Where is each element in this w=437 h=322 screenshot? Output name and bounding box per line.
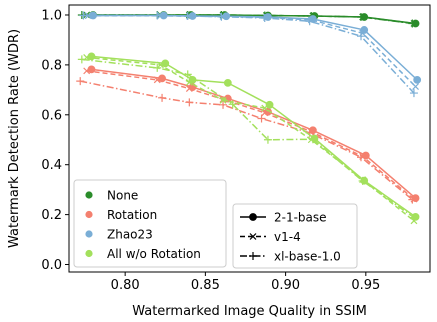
series-zhao23-xl-base-1-0 <box>79 11 418 98</box>
y-axis-label: Watermark Detection Rate (WDR) <box>7 29 22 248</box>
legend-marker <box>85 249 93 258</box>
legend-methods: None Rotation Zhao23 All w/o Rotation <box>73 179 227 268</box>
data-point <box>357 32 366 41</box>
legend-marker <box>85 191 93 199</box>
data-point <box>153 63 162 72</box>
data-point <box>357 12 366 21</box>
data-point <box>183 70 192 79</box>
legend-marker <box>85 210 93 219</box>
series-none-2-1-base <box>89 11 420 28</box>
data-point <box>158 93 167 102</box>
data-point <box>260 13 269 22</box>
series-line <box>93 14 418 81</box>
y-tick-label: 0.6 <box>41 108 62 123</box>
data-point <box>219 100 228 109</box>
legend-marker <box>249 252 257 260</box>
axes: 0.80 0.85 0.90 0.95 0.0 0.2 0.4 0.6 0.8 1.0 <box>41 8 380 293</box>
legend-label: v1-4 <box>274 230 301 244</box>
series-line <box>86 56 415 222</box>
data-point <box>183 11 192 20</box>
series-line <box>88 14 417 88</box>
data-point <box>219 96 227 104</box>
data-point <box>358 176 367 185</box>
legend-label: All w/o Rotation <box>107 247 201 261</box>
data-point <box>413 75 422 84</box>
data-point <box>409 89 418 98</box>
data-point <box>257 114 266 123</box>
data-point <box>408 19 417 28</box>
x-tick-label: 0.80 <box>111 278 140 293</box>
y-tick-label: 0.8 <box>41 58 62 73</box>
legend-label: Zhao23 <box>107 228 153 242</box>
series-line <box>86 70 415 200</box>
series-line <box>83 14 415 94</box>
data-point <box>408 195 417 204</box>
legend-marker <box>249 213 257 221</box>
plot-area <box>76 10 422 225</box>
data-point <box>409 213 418 222</box>
data-point <box>360 26 369 34</box>
data-point <box>357 153 366 162</box>
legend-marker <box>249 233 257 240</box>
data-point <box>153 76 161 84</box>
data-point <box>87 52 96 61</box>
data-point <box>79 11 88 20</box>
data-point <box>185 85 193 93</box>
data-point <box>223 78 232 87</box>
data-point <box>157 61 164 69</box>
data-point <box>305 17 314 26</box>
y-tick-label: 0.4 <box>41 158 62 173</box>
legend-styles: 2-1-base v1-4 xl-base-1.0 <box>232 203 358 269</box>
y-tick-label: 0.0 <box>41 258 62 273</box>
series-all-w-o-rotation-xl-base-1-0 <box>77 55 418 222</box>
legend-label: Rotation <box>107 208 157 222</box>
data-point <box>261 104 269 112</box>
legend-marker <box>85 230 93 238</box>
legend-box <box>73 179 227 268</box>
x-axis-label: Watermarked Image Quality in SSIM <box>132 304 367 319</box>
data-point <box>217 12 226 21</box>
data-point <box>265 100 274 109</box>
data-point <box>153 11 162 20</box>
legend-label: 2-1-base <box>274 211 327 225</box>
x-tick-label: 0.90 <box>271 278 300 293</box>
legend-box <box>232 203 358 269</box>
series-line <box>81 14 413 25</box>
data-point <box>77 55 86 64</box>
data-point <box>263 135 272 144</box>
data-point <box>228 100 237 109</box>
legend-label: xl-base-1.0 <box>274 250 341 264</box>
data-point <box>185 78 193 86</box>
series-zhao23-v1-4 <box>84 12 419 91</box>
series-line <box>81 58 415 219</box>
data-point <box>76 77 85 86</box>
x-tick-label: 0.85 <box>191 278 220 293</box>
y-tick-label: 1.0 <box>41 8 62 23</box>
series-zhao23-2-1-base <box>89 11 422 84</box>
data-point <box>83 67 91 75</box>
legend-label: None <box>107 189 138 203</box>
series-line <box>80 80 413 201</box>
plot-frame <box>68 4 431 273</box>
data-point <box>412 83 419 91</box>
data-point <box>185 98 194 107</box>
x-tick-label: 0.95 <box>351 278 380 293</box>
y-tick-label: 0.2 <box>41 208 62 223</box>
data-point <box>308 135 317 144</box>
